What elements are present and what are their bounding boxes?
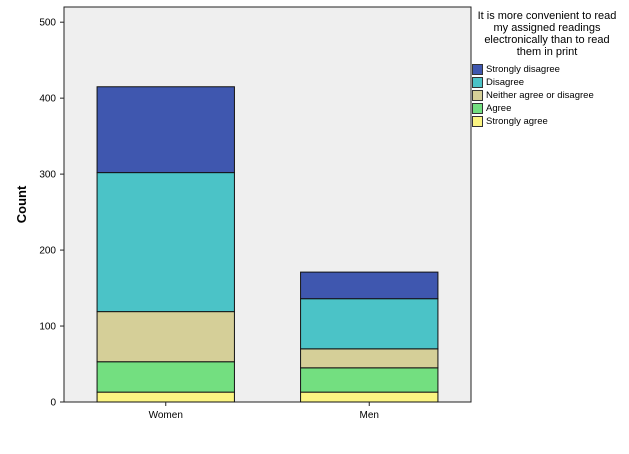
bar-segment: [96, 172, 235, 313]
bar-segment: [96, 391, 235, 403]
y-tick-label: 0: [50, 398, 56, 409]
legend-items: Strongly disagree Disagree Neither agree o…: [472, 63, 622, 128]
legend-label: Strongly disagree: [486, 64, 560, 75]
legend-swatch: [472, 64, 483, 75]
legend-item: Neither agree or disagree: [472, 89, 622, 102]
legend-label: Agree: [486, 103, 512, 114]
x-tick-label: Women: [149, 410, 183, 421]
legend-item: Disagree: [472, 76, 622, 89]
legend: It is more convenient to read my assigne…: [472, 10, 622, 128]
y-tick-label: 300: [39, 170, 56, 181]
y-tick-label: 100: [39, 322, 56, 333]
y-axis-title: Count: [14, 185, 29, 223]
bars: [96, 86, 439, 403]
x-axis: Women Men: [149, 402, 379, 421]
legend-swatch: [472, 116, 483, 127]
legend-title: It is more convenient to read my assigne…: [477, 10, 617, 58]
bar-segment: [96, 86, 235, 174]
bar-segment: [96, 361, 235, 393]
bar-segment: [96, 311, 235, 363]
y-tick-label: 200: [39, 246, 56, 257]
legend-item: Strongly agree: [472, 115, 622, 128]
bar-segment: [300, 348, 439, 369]
y-axis: 0 100 200 300 400 500: [39, 18, 64, 409]
legend-label: Disagree: [486, 77, 525, 88]
x-tick-label: Men: [360, 410, 379, 421]
bar-segment: [300, 391, 439, 403]
y-tick-label: 400: [39, 94, 56, 105]
legend-label: Neither agree or disagree: [486, 90, 594, 101]
legend-swatch: [472, 77, 483, 88]
legend-swatch: [472, 103, 483, 114]
legend-item: Agree: [472, 102, 622, 115]
bar-segment: [300, 298, 439, 350]
y-tick-label: 500: [39, 18, 56, 29]
legend-item: Strongly disagree: [472, 63, 622, 76]
legend-swatch: [472, 90, 483, 101]
bar-segment: [300, 271, 439, 300]
legend-label: Strongly agree: [486, 116, 548, 127]
bar-segment: [300, 367, 439, 393]
